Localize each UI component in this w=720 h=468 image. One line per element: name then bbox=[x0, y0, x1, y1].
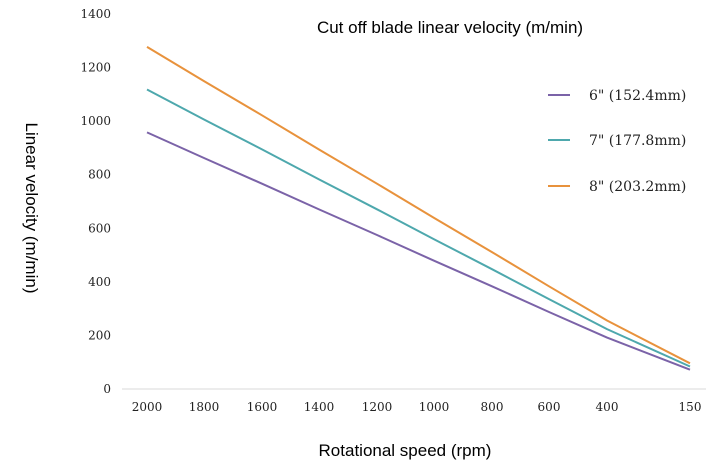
y-tick-label: 1400 bbox=[80, 7, 111, 21]
y-tick-label: 200 bbox=[88, 328, 111, 342]
series-lines bbox=[146, 46, 691, 371]
x-tick-label: 1200 bbox=[362, 400, 393, 414]
y-tick-label: 600 bbox=[88, 221, 111, 235]
y-tick-label: 0 bbox=[103, 382, 111, 396]
x-tick-label: 800 bbox=[481, 400, 504, 414]
x-tick-label: 600 bbox=[538, 400, 561, 414]
series-line-1 bbox=[146, 131, 691, 371]
x-tick-label: 1000 bbox=[419, 400, 450, 414]
x-axis-label: Rotational speed (rpm) bbox=[319, 441, 492, 460]
x-tick-label: 1600 bbox=[247, 400, 278, 414]
legend-label-3: 8" (203.2mm) bbox=[589, 179, 686, 195]
legend: 6" (152.4mm) 7" (177.8mm) 8" (203.2mm) bbox=[548, 88, 686, 195]
x-tick-label: 2000 bbox=[132, 400, 163, 414]
x-tick-label: 400 bbox=[596, 400, 619, 414]
y-tick-label: 800 bbox=[88, 168, 111, 182]
legend-label-2: 7" (177.8mm) bbox=[589, 133, 686, 149]
y-tick-label: 400 bbox=[88, 275, 111, 289]
series-line-2 bbox=[146, 88, 691, 368]
x-tick-labels: 2000 1800 1600 1400 1200 1000 800 600 400 150 bbox=[132, 400, 702, 414]
chart-title: Cut off blade linear velocity (m/min) bbox=[317, 18, 583, 37]
y-tick-label: 1000 bbox=[80, 114, 111, 128]
y-tick-label: 1200 bbox=[80, 61, 111, 75]
x-tick-label: 150 bbox=[679, 400, 702, 414]
legend-label-1: 6" (152.4mm) bbox=[589, 88, 686, 104]
y-tick-labels: 0 200 400 600 800 1000 1200 1400 bbox=[80, 7, 111, 396]
y-axis-label: Linear velocity (m/min) bbox=[22, 123, 41, 294]
x-tick-label: 1800 bbox=[189, 400, 220, 414]
x-tick-label: 1400 bbox=[304, 400, 335, 414]
series-line-3 bbox=[146, 46, 691, 365]
